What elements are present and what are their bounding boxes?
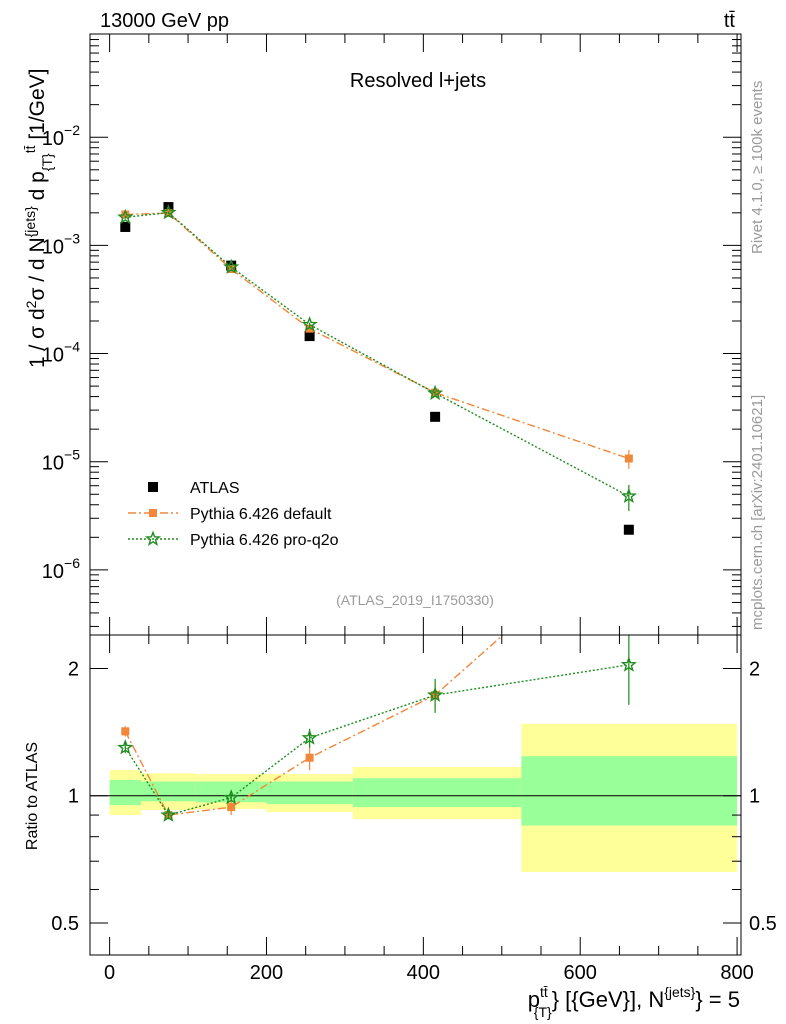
ratio-point bbox=[426, 686, 444, 703]
source-label: mcplots.cern.ch [arXiv:2401.10621] bbox=[749, 395, 766, 630]
data-point bbox=[623, 524, 634, 535]
legend-marker bbox=[148, 482, 158, 492]
x-tick-label: 600 bbox=[564, 962, 597, 984]
ratio-point bbox=[227, 803, 236, 812]
ratio-y-tick-label: 0.5 bbox=[51, 913, 79, 935]
x-tick-label: 200 bbox=[250, 962, 283, 984]
ratio-y-tick-label: 1 bbox=[68, 786, 79, 808]
ratio-y-tick-label-right: 2 bbox=[749, 658, 760, 680]
main-plot: Resolved l+jets (ATLAS_2019_I1750330) 10… bbox=[22, 33, 742, 636]
ratio-reference-band bbox=[90, 723, 741, 873]
ratio-point bbox=[301, 729, 318, 745]
energy-label: 13000 GeV pp bbox=[100, 10, 229, 32]
rivet-label: Rivet 4.1.0, ≥ 100k events bbox=[749, 81, 766, 254]
y-tick-label: 10−5 bbox=[42, 447, 80, 475]
band-inner bbox=[352, 778, 522, 808]
data-point bbox=[160, 204, 177, 220]
ratio-y-tick-labels: 0.5 0.5 1 1 2 2 bbox=[51, 658, 777, 935]
y-tick-label: 10−6 bbox=[42, 555, 80, 583]
x-tick-label: 0 bbox=[104, 962, 115, 984]
data-point bbox=[301, 316, 318, 332]
legend-label: Pythia 6.426 pro-q2o bbox=[190, 532, 339, 549]
ratio-plot: 0.5 0.51 12 2 0 200 400 600 800 Ratio to ATLAS … bbox=[24, 634, 777, 1020]
ratio-line-1 bbox=[124, 664, 629, 816]
band-inner bbox=[266, 781, 353, 805]
data-point bbox=[426, 384, 444, 401]
ratio-point bbox=[223, 789, 240, 805]
data-point bbox=[624, 454, 633, 463]
main-plot-ticks bbox=[90, 33, 741, 635]
ratio-y-tick-label: 2 bbox=[68, 658, 79, 680]
data-point bbox=[223, 258, 240, 274]
analysis-tag: (ATLAS_2019_I1750330) bbox=[336, 592, 494, 608]
band-inner bbox=[521, 756, 738, 826]
band-inner bbox=[140, 781, 196, 802]
legend: ATLAS Pythia 6.426 default Pythia 6.426 pr… bbox=[128, 480, 339, 549]
legend-label: Pythia 6.426 default bbox=[190, 506, 332, 523]
ratio-line-0 bbox=[124, 635, 505, 816]
ratio-plot-frame bbox=[89, 634, 742, 956]
ratio-point bbox=[117, 739, 134, 755]
data-point bbox=[305, 324, 314, 333]
ratio-point bbox=[305, 753, 314, 762]
ratio-plot-ticks bbox=[90, 635, 741, 955]
data-point bbox=[120, 221, 131, 232]
ratio-x-tick-labels: 0 200 400 600 800 bbox=[104, 962, 754, 984]
ratio-y-axis-label: Ratio to ATLAS bbox=[24, 742, 41, 850]
process-label: tt̄ bbox=[724, 10, 736, 32]
legend-marker bbox=[144, 530, 162, 546]
x-tick-label: 400 bbox=[407, 962, 440, 984]
data-point bbox=[304, 331, 315, 342]
data-point bbox=[620, 487, 637, 504]
legend-label: ATLAS bbox=[190, 480, 240, 497]
ratio-y-tick-label-right: 0.5 bbox=[749, 913, 777, 935]
main-plot-frame bbox=[89, 33, 742, 636]
x-axis-label: ptt̄ {T}} [{GeV}], N{jets}} = 5 bbox=[528, 984, 740, 1020]
band-inner bbox=[109, 779, 141, 806]
plot-title: Resolved l+jets bbox=[350, 70, 486, 92]
data-point bbox=[430, 411, 441, 422]
x-tick-label: 800 bbox=[720, 962, 753, 984]
main-plot-data bbox=[117, 202, 637, 535]
data-point bbox=[117, 208, 134, 225]
data-point bbox=[121, 210, 130, 219]
ratio-point bbox=[160, 806, 177, 822]
main-y-axis-label: 1 / σ d2σ / d N{jets} d p{T}tt̄ [1/GeV] bbox=[22, 68, 55, 368]
ratio-y-tick-label-right: 1 bbox=[749, 786, 760, 808]
series-line-2 bbox=[125, 211, 630, 497]
legend-marker bbox=[149, 509, 157, 517]
ratio-plot-data bbox=[117, 635, 637, 822]
ratio-point bbox=[121, 727, 130, 736]
series-line-1 bbox=[125, 212, 630, 460]
ratio-point bbox=[620, 656, 637, 672]
